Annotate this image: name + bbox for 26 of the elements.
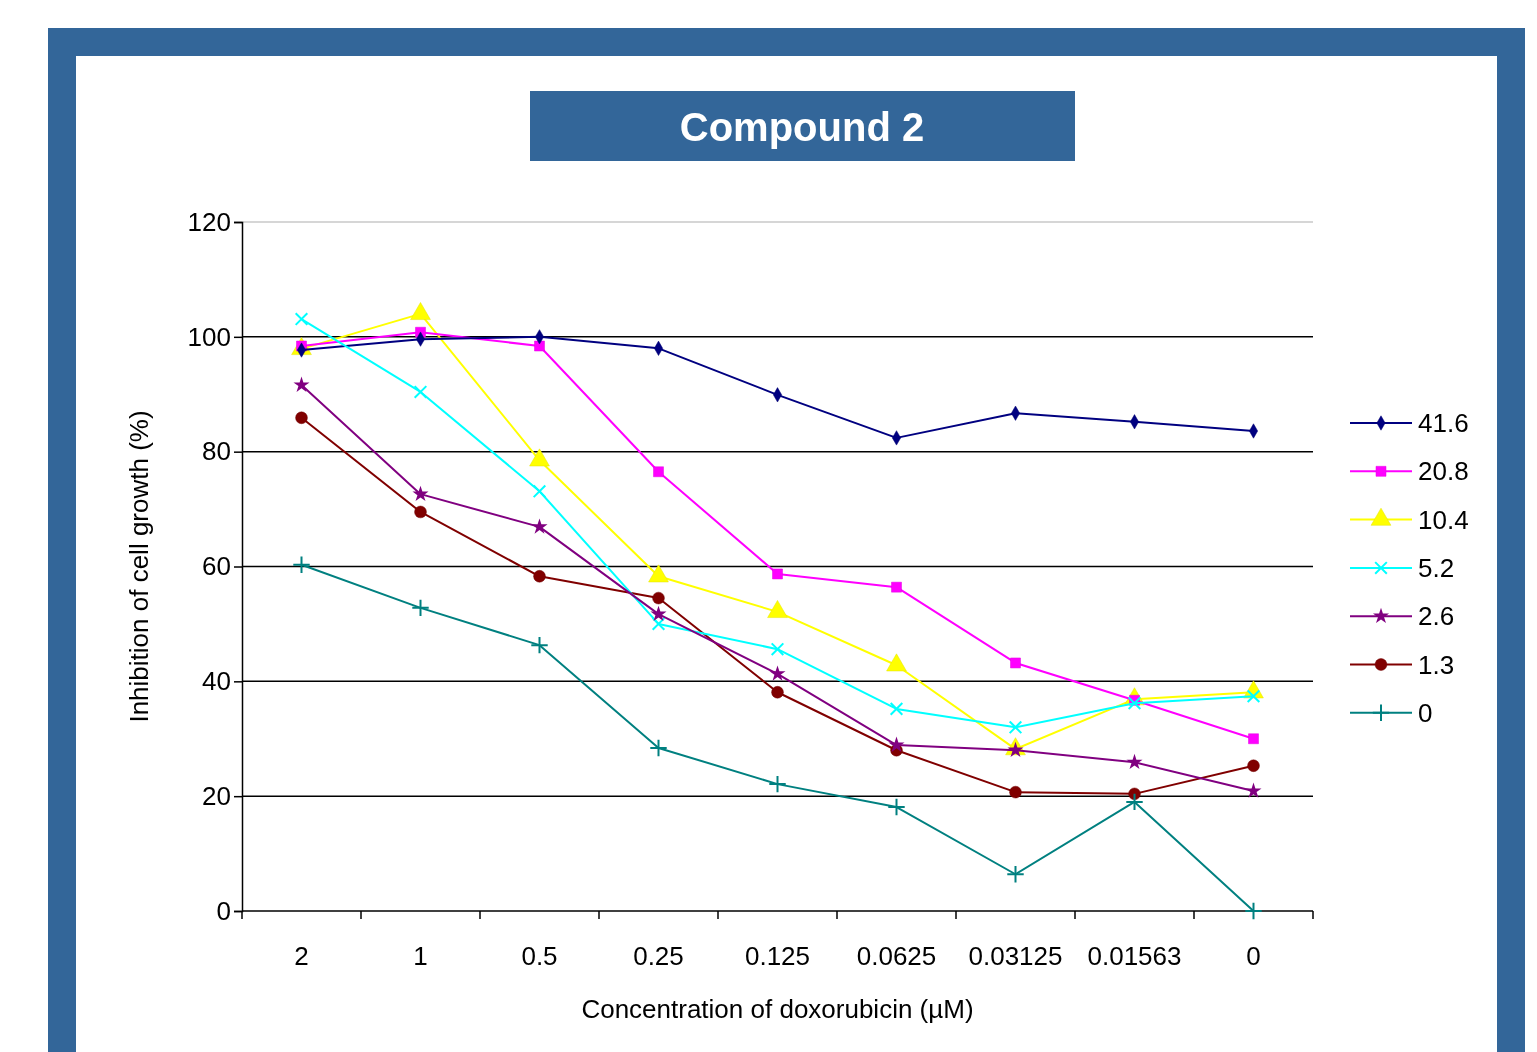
- legend-label: 2.6: [1418, 601, 1455, 632]
- x-tick-label: 0.03125: [968, 941, 1063, 971]
- y-tick-label: 40: [202, 666, 231, 697]
- legend-label: 10.4: [1418, 504, 1469, 535]
- x-tick-label: 1: [413, 941, 428, 971]
- legend-label: 5.2: [1418, 552, 1455, 583]
- x-tick-label: 0.125: [744, 941, 811, 971]
- x-axis-title: Concentration of doxorubicin (µM): [581, 994, 974, 1024]
- x-tick-label: 0.25: [633, 941, 684, 971]
- y-tick-label: 80: [202, 436, 231, 467]
- y-tick-label: 60: [202, 551, 231, 582]
- y-tick-label: 100: [187, 321, 231, 352]
- x-tick-label: 2: [294, 941, 309, 971]
- y-tick-label: 0: [216, 895, 231, 926]
- legend-label: 20.8: [1418, 456, 1469, 487]
- x-tick-label: 0.5: [521, 941, 558, 971]
- y-axis-title: Inhibition of cell growth (%): [124, 410, 154, 723]
- x-tick-label: 0.01563: [1087, 941, 1182, 971]
- x-tick-label: 0.0625: [856, 941, 937, 971]
- legend-label: 0: [1418, 697, 1433, 728]
- legend-label: 1.3: [1418, 649, 1455, 680]
- y-tick-label: 20: [202, 780, 231, 811]
- x-tick-label: 0: [1246, 941, 1261, 971]
- legend-label: 41.6: [1418, 408, 1469, 438]
- y-tick-label: 120: [187, 206, 231, 237]
- chart-title: Compound 2: [679, 105, 925, 149]
